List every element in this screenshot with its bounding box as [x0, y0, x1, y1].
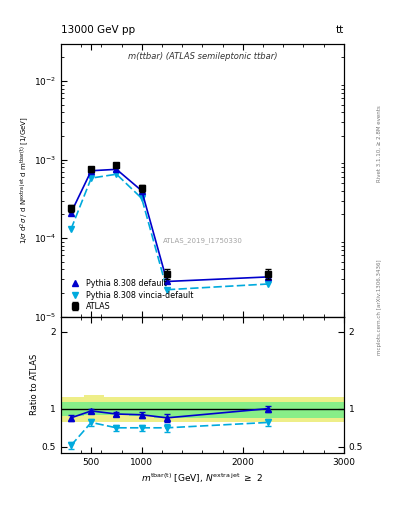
Pythia 8.308 vincia-default	[165, 287, 169, 293]
Y-axis label: 1/$\sigma$ d$^2\sigma$ / d N$^{\rm extra\ jet}$ d m$^{\rm tbar(t)}$ [1/GeV]: 1/$\sigma$ d$^2\sigma$ / d N$^{\rm extra…	[18, 116, 31, 244]
Pythia 8.308 default	[69, 210, 73, 216]
Text: ATLAS_2019_I1750330: ATLAS_2019_I1750330	[162, 237, 242, 244]
Pythia 8.308 vincia-default	[266, 281, 270, 287]
X-axis label: $m^{\mathregular{tbar(t)}}$ [GeV], $N^{\mathregular{extra\ jet}}$ $\geq$ 2: $m^{\mathregular{tbar(t)}}$ [GeV], $N^{\…	[141, 471, 263, 484]
Legend: Pythia 8.308 default, Pythia 8.308 vincia-default, ATLAS: Pythia 8.308 default, Pythia 8.308 vinci…	[65, 278, 195, 312]
Pythia 8.308 default	[165, 279, 169, 285]
Line: Pythia 8.308 default: Pythia 8.308 default	[68, 166, 271, 285]
Text: Rivet 3.1.10, ≥ 2.8M events: Rivet 3.1.10, ≥ 2.8M events	[377, 105, 382, 182]
Text: m(ttbar) (ATLAS semileptonic ttbar): m(ttbar) (ATLAS semileptonic ttbar)	[128, 52, 277, 61]
Pythia 8.308 default	[114, 166, 119, 173]
Text: 13000 GeV pp: 13000 GeV pp	[61, 25, 135, 35]
Text: mcplots.cern.ch [arXiv:1306.3436]: mcplots.cern.ch [arXiv:1306.3436]	[377, 260, 382, 355]
Y-axis label: Ratio to ATLAS: Ratio to ATLAS	[30, 354, 39, 415]
Pythia 8.308 default	[266, 274, 270, 280]
Pythia 8.308 vincia-default	[114, 171, 119, 177]
Pythia 8.308 default	[140, 188, 144, 194]
Line: Pythia 8.308 vincia-default: Pythia 8.308 vincia-default	[68, 171, 271, 293]
Pythia 8.308 vincia-default	[69, 226, 73, 232]
Pythia 8.308 vincia-default	[140, 195, 144, 201]
Text: tt: tt	[336, 25, 344, 35]
Pythia 8.308 vincia-default	[89, 175, 94, 181]
Pythia 8.308 default	[89, 167, 94, 174]
